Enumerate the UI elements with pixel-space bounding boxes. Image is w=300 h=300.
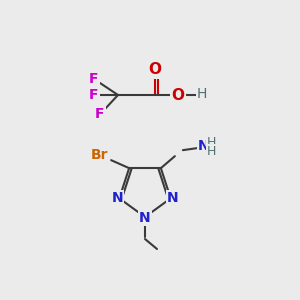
Text: N: N <box>198 139 210 153</box>
Text: N: N <box>112 191 123 205</box>
Text: Br: Br <box>90 148 108 162</box>
Text: F: F <box>89 88 99 102</box>
Text: O: O <box>172 88 184 103</box>
Text: H: H <box>207 136 217 149</box>
Text: H: H <box>207 145 217 158</box>
Text: F: F <box>89 72 99 86</box>
Text: N: N <box>139 211 151 225</box>
Text: O: O <box>148 62 161 77</box>
Text: F: F <box>95 107 105 121</box>
Text: H: H <box>197 87 207 101</box>
Text: N: N <box>167 191 178 205</box>
